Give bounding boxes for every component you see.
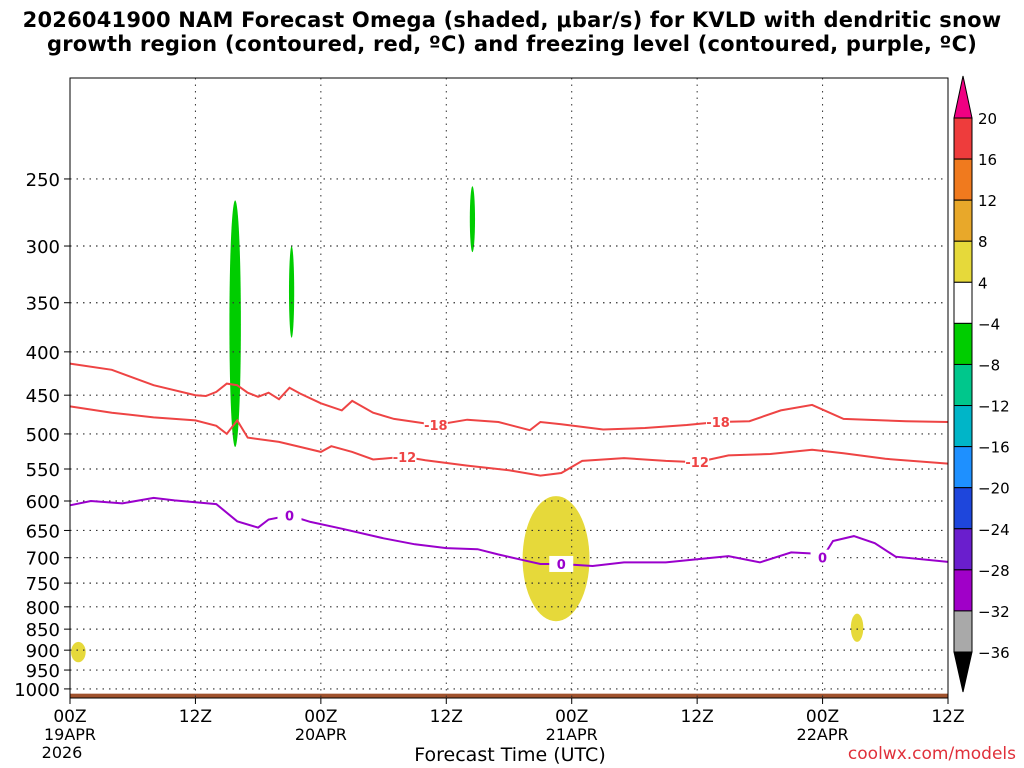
x-tick-date-0: 19APR [44, 725, 96, 744]
colorbar-label-0: 20 [978, 110, 997, 128]
omega-region-0 [229, 200, 241, 447]
colorbar-box-0 [953, 117, 973, 160]
contour-label-1-0: -12 [393, 451, 417, 466]
x-tick-label-2: 00Z [304, 707, 337, 727]
x-tick-label-7: 12Z [931, 707, 964, 727]
x-tick-date-4: 21APR [546, 725, 598, 744]
y-tick-label-5: 500 [26, 425, 60, 446]
colorbar-label-5: −4 [978, 315, 1000, 333]
colorbar-label-12: −32 [978, 603, 1010, 621]
colorbar-box-11 [953, 569, 973, 612]
colorbar-box-1 [953, 158, 973, 201]
chart-title: 2026041900 NAM Forecast Omega (shaded, μ… [22, 8, 1002, 56]
omega-region-2 [469, 186, 476, 253]
contour-label-bg-1-1 [685, 454, 710, 471]
plot-frame [69, 77, 949, 699]
x-tick-label-0: 00Z [53, 707, 86, 727]
x-tick-label-1: 12Z [179, 707, 212, 727]
terrain-fill [70, 693, 948, 698]
contour-line-0 [69, 362, 949, 432]
contour-label-bg-0-0 [423, 416, 448, 433]
contour-label-1-1: -12 [685, 456, 709, 471]
colorbar-box-12 [953, 610, 973, 653]
contour-label-2-1: 0 [557, 558, 566, 573]
colorbar-min-triangle [953, 651, 973, 693]
y-tick-label-8: 650 [26, 521, 60, 542]
colorbar-label-11: −28 [978, 562, 1010, 580]
y-tick-label-4: 450 [26, 386, 60, 407]
y-tick-label-7: 600 [26, 492, 60, 513]
colorbar-label-6: −8 [978, 356, 1000, 374]
y-tick-label-15: 1000 [14, 680, 60, 701]
x-tick-year-0: 2026 [42, 743, 83, 762]
y-tick-label-13: 900 [26, 641, 60, 662]
colorbar-box-2 [953, 199, 973, 242]
colorbar-box-9 [953, 487, 973, 530]
contour-label-bg-2-2 [810, 549, 835, 566]
y-tick-label-2: 350 [26, 294, 60, 315]
y-tick-label-6: 550 [26, 460, 60, 481]
colorbar-box-10 [953, 528, 973, 571]
colorbar-box-8 [953, 446, 973, 489]
x-tick-label-6: 00Z [806, 707, 839, 727]
y-tick-label-14: 950 [26, 661, 60, 682]
x-tick-label-3: 12Z [430, 707, 463, 727]
colorbar-label-1: 16 [978, 151, 997, 169]
contour-label-0-1: -18 [706, 416, 730, 431]
contour-line-1 [69, 405, 949, 477]
colorbar-box-4 [953, 281, 973, 324]
colorbar-label-2: 12 [978, 192, 997, 210]
colorbar-box-5 [953, 322, 973, 365]
contour-label-bg-1-0 [392, 448, 417, 465]
omega-region-4 [71, 641, 86, 663]
colorbar-label-3: 8 [978, 233, 988, 251]
colorbar-box-6 [953, 363, 973, 407]
contour-label-bg-2-0 [277, 507, 302, 524]
credit-link[interactable]: coolwx.com/models [847, 744, 1016, 764]
colorbar-box-3 [953, 240, 973, 283]
y-tick-label-0: 250 [26, 170, 60, 191]
colorbar-label-4: 4 [978, 274, 988, 292]
colorbar-label-7: −12 [978, 398, 1010, 416]
x-tick-date-2: 20APR [295, 725, 347, 744]
colorbar-label-10: −24 [978, 521, 1010, 539]
x-tick-label-5: 12Z [681, 707, 714, 727]
colorbar-label-13: −36 [978, 644, 1010, 662]
omega-region-1 [288, 246, 295, 338]
x-tick-label-4: 00Z [555, 707, 588, 727]
contour-label-bg-0-1 [706, 413, 731, 430]
y-tick-label-10: 750 [26, 574, 60, 595]
contour-label-0-0: -18 [424, 419, 448, 434]
contour-label-bg-2-1 [549, 555, 574, 572]
colorbar-max-triangle [953, 75, 973, 119]
y-tick-label-9: 700 [26, 549, 60, 570]
contour-label-2-2: 0 [818, 552, 827, 567]
y-tick-label-3: 400 [26, 343, 60, 364]
colorbar-label-8: −16 [978, 439, 1010, 457]
colorbar-box-7 [953, 405, 973, 448]
omega-region-5 [850, 613, 864, 642]
colorbar-label-9: −20 [978, 480, 1010, 498]
y-tick-label-1: 300 [26, 237, 60, 258]
x-tick-date-6: 22APR [797, 725, 849, 744]
y-tick-label-11: 800 [26, 598, 60, 619]
x-axis-label: Forecast Time (UTC) [414, 744, 606, 766]
y-tick-label-12: 850 [26, 620, 60, 641]
contour-label-2-0: 0 [285, 509, 294, 524]
